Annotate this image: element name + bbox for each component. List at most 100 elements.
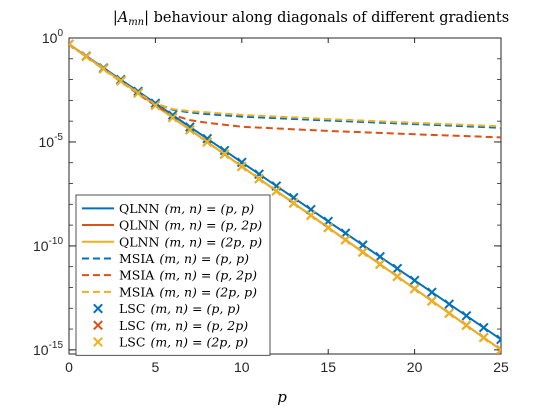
plot-area bbox=[69, 39, 501, 354]
legend-label: LSC (m, n) = (p, 2p) bbox=[119, 318, 248, 333]
legend-marker bbox=[93, 320, 103, 331]
legend-method: LSC bbox=[119, 318, 145, 333]
data-point bbox=[426, 296, 437, 306]
legend-math: (m, n) = (p, p) bbox=[164, 201, 254, 216]
data-point bbox=[133, 88, 144, 98]
data-point bbox=[426, 287, 437, 298]
data-point bbox=[236, 161, 247, 172]
legend-entry: LSC (m, n) = (p, 2p) bbox=[93, 318, 248, 333]
legend-method: MSIA bbox=[119, 284, 155, 299]
x-tick-label: 5 bbox=[152, 359, 160, 375]
data-point bbox=[254, 173, 264, 184]
data-point bbox=[133, 86, 144, 97]
title-bar-left: | bbox=[113, 10, 118, 26]
series-3 bbox=[69, 43, 501, 129]
y-tick-base: 10 bbox=[33, 238, 49, 254]
legend-entry: QLNN (m, n) = (p, 2p) bbox=[82, 218, 262, 233]
data-point bbox=[306, 210, 316, 221]
legend-marker bbox=[93, 303, 103, 314]
data-point bbox=[167, 112, 178, 123]
legend-method: QLNN bbox=[119, 218, 159, 233]
axes-box bbox=[68, 37, 502, 355]
legend-entry: QLNN (m, n) = (2p, p) bbox=[82, 234, 262, 249]
y-tick-label: 10-10 bbox=[33, 236, 63, 254]
data-point bbox=[271, 186, 282, 196]
title-subscript: mn bbox=[128, 17, 144, 28]
y-tick-exponent: 0 bbox=[57, 28, 63, 39]
legend-math: (m, n) = (p, p) bbox=[150, 301, 240, 316]
legend: QLNN (m, n) = (p, p)QLNN (m, n) = (p, 2p)Q… bbox=[75, 194, 271, 356]
data-point bbox=[444, 308, 455, 319]
data-point bbox=[409, 283, 420, 294]
legend-entry: MSIA (m, n) = (2p, p) bbox=[82, 284, 257, 299]
data-point bbox=[375, 251, 385, 262]
legend-math: (m, n) = (p, 2p) bbox=[159, 268, 257, 283]
legend-label: LSC (m, n) = (2p, p) bbox=[119, 334, 248, 349]
series-line bbox=[69, 43, 501, 129]
legend-math: (m, n) = (p, 2p) bbox=[164, 218, 262, 233]
data-point bbox=[288, 198, 299, 208]
data-point bbox=[150, 100, 161, 111]
legend-method: LSC bbox=[119, 334, 145, 349]
data-point bbox=[357, 247, 368, 258]
legend-label: MSIA (m, n) = (p, p) bbox=[119, 251, 249, 266]
legend-label: QLNN (m, n) = (2p, p) bbox=[119, 234, 262, 249]
legend-method: QLNN bbox=[119, 234, 159, 249]
x-tick-label: 20 bbox=[407, 359, 423, 375]
data-point bbox=[357, 240, 368, 250]
legend-label: LSC (m, n) = (p, p) bbox=[119, 301, 240, 316]
x-tick-label: 15 bbox=[320, 359, 336, 375]
data-point bbox=[444, 299, 455, 310]
data-point bbox=[69, 39, 74, 50]
data-point bbox=[185, 124, 195, 135]
data-point bbox=[219, 149, 230, 160]
x-axis-label: p bbox=[277, 388, 287, 406]
legend-entry: LSC (m, n) = (p, p) bbox=[93, 301, 240, 316]
data-point bbox=[98, 63, 109, 74]
y-tick-base: 10 bbox=[33, 342, 49, 358]
data-point bbox=[392, 263, 403, 274]
data-point bbox=[478, 322, 489, 333]
data-point bbox=[219, 145, 230, 156]
data-point bbox=[185, 122, 195, 132]
legend-label: QLNN (m, n) = (p, p) bbox=[119, 201, 254, 216]
y-tick-base: 10 bbox=[42, 30, 58, 46]
legend-method: QLNN bbox=[119, 201, 159, 216]
y-tick-exponent: -10 bbox=[49, 236, 64, 247]
data-point bbox=[150, 98, 161, 109]
series-line bbox=[69, 43, 501, 128]
data-point bbox=[236, 157, 247, 168]
data-point bbox=[496, 334, 501, 345]
series-8 bbox=[69, 39, 501, 354]
legend-entry: MSIA (m, n) = (p, p) bbox=[82, 251, 249, 266]
legend-label: QLNN (m, n) = (p, 2p) bbox=[119, 218, 262, 233]
data-point bbox=[323, 222, 334, 233]
legend-entry: MSIA (m, n) = (p, 2p) bbox=[82, 268, 257, 283]
data-point bbox=[202, 133, 213, 144]
legend-method: MSIA bbox=[119, 251, 155, 266]
data-point bbox=[115, 75, 126, 86]
x-tick-label: 10 bbox=[234, 359, 250, 375]
title-symbol: A bbox=[116, 10, 128, 26]
data-point bbox=[496, 344, 501, 354]
data-point bbox=[375, 259, 385, 270]
legend-math: (m, n) = (2p, p) bbox=[159, 284, 257, 299]
legend-entry: QLNN (m, n) = (p, p) bbox=[82, 201, 254, 216]
data-point bbox=[478, 332, 489, 343]
legend-method: LSC bbox=[119, 301, 145, 316]
series-5 bbox=[69, 43, 501, 128]
data-point bbox=[202, 137, 213, 147]
title-bar-right: | bbox=[144, 10, 149, 26]
legend-math: (m, n) = (p, p) bbox=[159, 251, 249, 266]
legend-math: (m, n) = (p, 2p) bbox=[150, 318, 248, 333]
data-point bbox=[461, 310, 472, 321]
y-tick-label: 10-15 bbox=[33, 340, 63, 358]
legend-entry: LSC (m, n) = (2p, p) bbox=[93, 334, 248, 349]
data-point bbox=[461, 320, 472, 331]
data-point bbox=[167, 110, 178, 121]
legend-math: (m, n) = (2p, p) bbox=[164, 234, 262, 249]
title-rest: behaviour along diagonals of different g… bbox=[149, 10, 509, 26]
legend-marker bbox=[93, 337, 103, 347]
